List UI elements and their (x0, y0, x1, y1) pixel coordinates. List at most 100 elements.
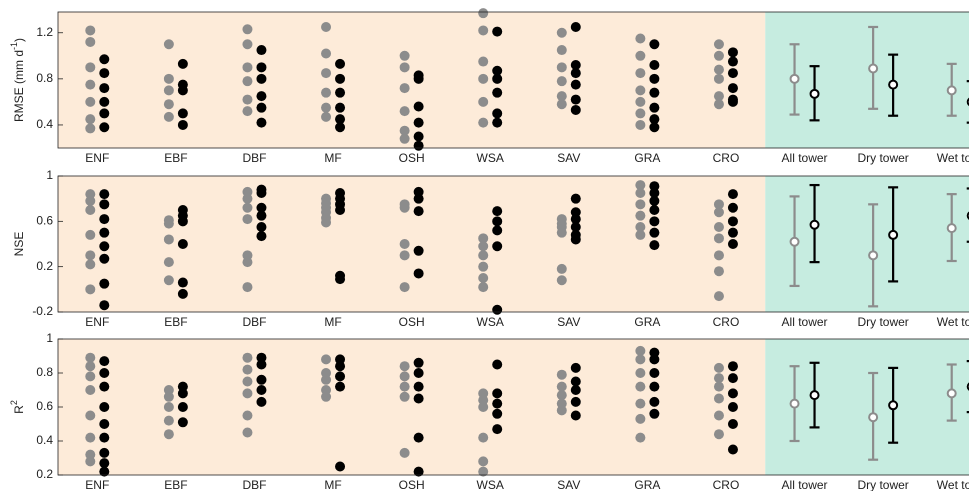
data-point (492, 241, 503, 252)
data-point (177, 402, 188, 412)
data-point (321, 111, 332, 122)
data-point (570, 21, 581, 32)
data-point (321, 102, 332, 113)
data-point (713, 207, 724, 218)
data-point (713, 393, 724, 404)
data-point (570, 60, 581, 71)
data-point (242, 282, 253, 293)
data-point (85, 371, 96, 382)
data-point (321, 87, 332, 98)
data-point (570, 396, 581, 407)
background-right (765, 176, 969, 312)
mean-marker (868, 63, 879, 74)
data-point (242, 427, 253, 438)
data-point (556, 381, 567, 392)
data-point (399, 250, 410, 261)
data-point (478, 73, 489, 84)
data-point (321, 48, 332, 59)
y-tick-label: 0.2 (36, 467, 53, 481)
data-point (177, 288, 188, 299)
data-point (163, 275, 174, 286)
y-label-end: ) (12, 38, 26, 42)
mean-marker (809, 219, 820, 230)
y-label-text: RMSE (mm d (12, 50, 26, 122)
data-point (242, 76, 253, 87)
data-point (163, 99, 174, 110)
x-tick-label: All tower (782, 315, 828, 329)
data-point (492, 26, 503, 37)
data-point (399, 125, 410, 136)
data-point (478, 282, 489, 293)
data-point (713, 233, 724, 244)
data-point (478, 233, 489, 244)
data-point (242, 352, 253, 363)
y-label-text: R (12, 405, 26, 414)
data-point (242, 106, 253, 117)
data-point (85, 352, 96, 363)
data-point (177, 108, 188, 119)
data-point (321, 374, 332, 385)
data-point (413, 206, 424, 217)
data-point (713, 429, 724, 440)
data-point (570, 79, 581, 90)
data-point (85, 36, 96, 47)
data-point (727, 373, 738, 384)
data-point (99, 278, 110, 289)
data-point (556, 62, 567, 73)
data-point (242, 24, 253, 35)
data-point (85, 456, 96, 467)
data-point (478, 402, 489, 412)
data-point (713, 39, 724, 50)
data-point (99, 214, 110, 225)
axes-box (57, 11, 969, 149)
data-point (85, 432, 96, 443)
data-point (713, 64, 724, 75)
x-tick-label: EBF (164, 478, 187, 491)
data-point (492, 359, 503, 370)
data-point (256, 374, 267, 385)
background-left (58, 176, 766, 312)
x-tick-label: ENF (85, 151, 109, 165)
data-point (727, 216, 738, 227)
data-point (177, 388, 188, 399)
data-point (163, 402, 174, 412)
data-point (727, 227, 738, 238)
data-point (256, 202, 267, 213)
data-point (399, 133, 410, 144)
data-point (556, 227, 567, 238)
data-point (321, 68, 332, 79)
data-point (635, 85, 646, 96)
data-point (649, 39, 660, 50)
data-point (163, 429, 174, 440)
data-point (177, 119, 188, 130)
data-point (492, 206, 503, 217)
data-point (99, 368, 110, 378)
data-point (478, 25, 489, 36)
data-point (713, 222, 724, 232)
data-point (99, 189, 110, 200)
data-point (478, 273, 489, 283)
data-point (570, 214, 581, 225)
data-point (99, 466, 110, 477)
y-tick-label: 1.2 (36, 25, 53, 39)
data-point (242, 214, 253, 225)
background-left (58, 12, 766, 148)
data-point (163, 39, 174, 50)
data-point (727, 444, 738, 455)
data-point (163, 218, 174, 229)
data-point (713, 73, 724, 84)
data-point (713, 199, 724, 210)
data-point (399, 381, 410, 392)
data-point (413, 73, 424, 84)
data-point (99, 199, 110, 210)
mean-marker (868, 412, 879, 423)
axes-box (57, 338, 969, 476)
data-point (556, 369, 567, 380)
data-point (492, 304, 503, 315)
data-point (713, 410, 724, 421)
data-point (478, 432, 489, 443)
data-point (556, 91, 567, 102)
data-point (570, 222, 581, 232)
x-tick-label: OSH (399, 315, 425, 329)
